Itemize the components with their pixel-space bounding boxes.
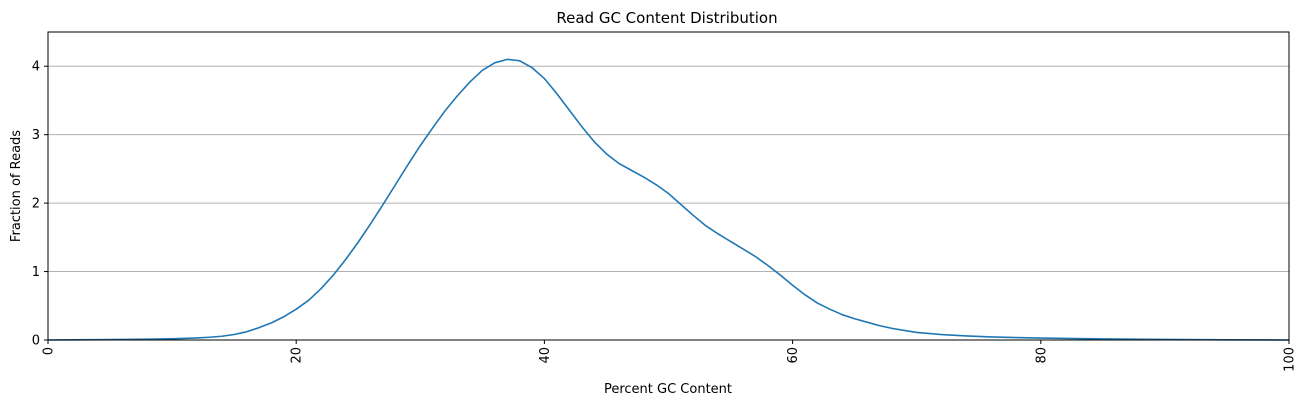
y-tick-label: 1 bbox=[32, 265, 40, 280]
y-tick-label: 3 bbox=[32, 128, 40, 143]
x-axis-ticks: 0 20 40 60 80 100 bbox=[42, 340, 1298, 372]
y-axis-label: Fraction of Reads bbox=[9, 130, 24, 242]
x-tick-label: 0 bbox=[42, 347, 57, 355]
y-axis-ticks: 0 1 2 3 4 bbox=[32, 60, 48, 349]
gc-distribution-line bbox=[47, 58, 1290, 341]
x-tick-label: 80 bbox=[1034, 347, 1049, 364]
x-axis-label: Percent GC Content bbox=[604, 382, 732, 397]
y-tick-label: 2 bbox=[32, 197, 40, 212]
x-tick-label: 40 bbox=[538, 347, 553, 364]
x-tick-label: 20 bbox=[290, 347, 305, 364]
chart-title: Read GC Content Distribution bbox=[556, 9, 777, 27]
plot-frame bbox=[47, 31, 1290, 341]
y-tick-label: 4 bbox=[32, 60, 40, 75]
grid-lines bbox=[48, 65, 1289, 273]
y-tick-label: 0 bbox=[32, 334, 40, 349]
x-tick-label: 60 bbox=[786, 347, 801, 364]
x-tick-label: 100 bbox=[1283, 347, 1298, 372]
